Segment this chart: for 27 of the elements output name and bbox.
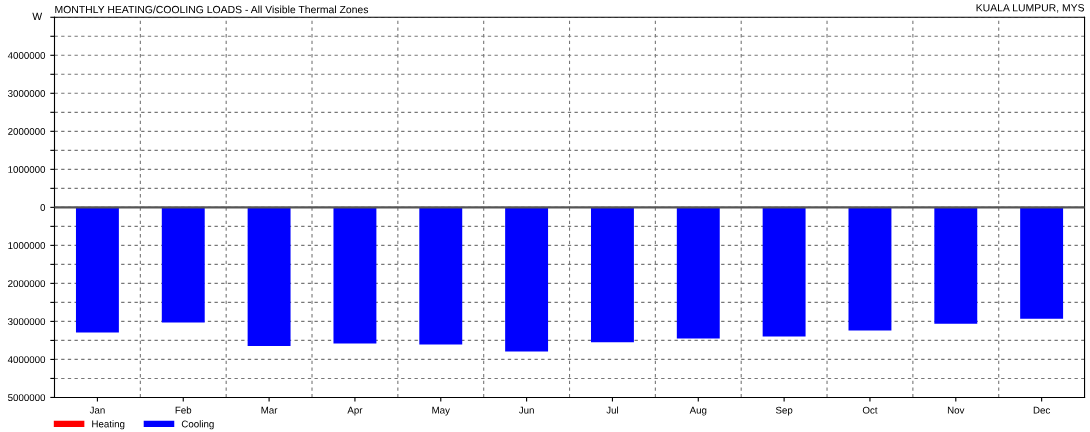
x-tick-label: Sep — [775, 406, 793, 416]
y-tick-label: 2000000 — [8, 128, 46, 135]
y-tick-label: 0 — [40, 204, 46, 211]
x-tick-label: Jan — [89, 406, 105, 414]
y-tick-label: 4000000 — [7, 356, 46, 364]
chart-title: MONTHLY HEATING/COOLING LOADS - All Visible Thermal Zones — [55, 5, 369, 14]
x-tick-label: Aug — [689, 406, 707, 416]
x-tick-label: Mar — [261, 406, 278, 414]
x-tick-label: Feb — [175, 406, 192, 414]
y-tick-label: 2000000 — [8, 280, 46, 288]
y-tick-label: 3000000 — [8, 318, 46, 326]
x-tick-label: Jun — [518, 406, 534, 414]
y-tick-label: 1000000 — [8, 242, 46, 249]
legend-label: Cooling — [181, 420, 214, 430]
y-axis-title: W — [32, 12, 43, 20]
y-tick-label: 5000000 — [8, 394, 46, 402]
x-tick-label: May — [432, 406, 450, 416]
y-tick-label: 1000000 — [8, 166, 46, 173]
x-tick-label: Dec — [1033, 406, 1051, 414]
x-tick-label: Nov — [947, 406, 965, 414]
x-tick-label: Apr — [347, 406, 363, 416]
text: KUALA LUMPUR, MYS — [976, 4, 1085, 13]
y-tick-label: 4000000 — [7, 52, 46, 59]
x-tick-label: Jul — [606, 406, 619, 414]
x-tick-label: Oct — [862, 406, 878, 414]
legend-label: Heating — [92, 420, 125, 430]
y-tick-label: 3000000 — [8, 90, 46, 97]
